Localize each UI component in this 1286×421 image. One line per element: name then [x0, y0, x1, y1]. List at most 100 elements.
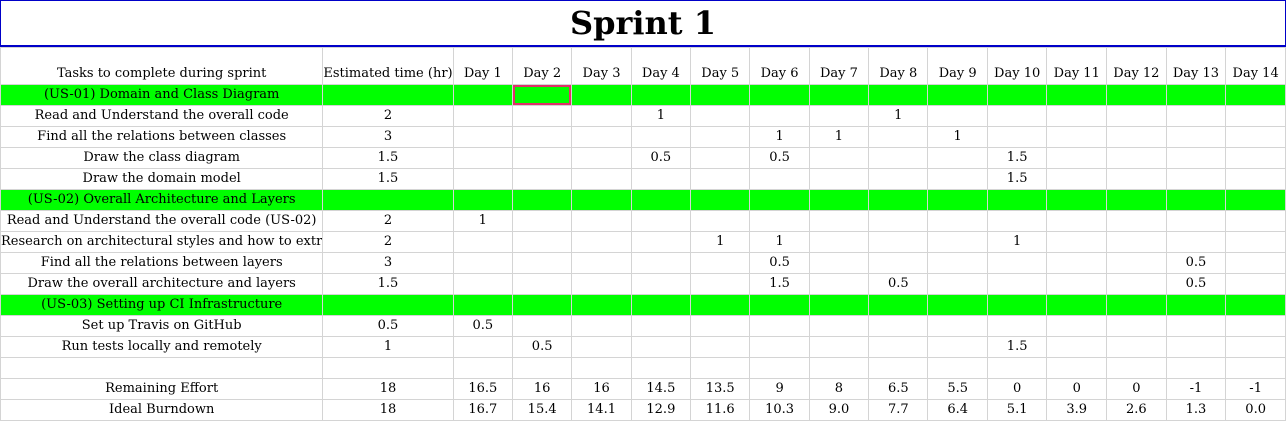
task-name-cell[interactable]: Read and Understand the overall code (US…	[0, 210, 324, 232]
day-7-cell[interactable]: 9.0	[808, 399, 870, 421]
day-1-cell[interactable]	[452, 147, 513, 169]
day-4-cell[interactable]	[630, 210, 692, 232]
day-13-cell[interactable]	[1165, 231, 1227, 253]
day-3-cell[interactable]	[571, 189, 632, 211]
day-13-cell[interactable]: 0.5	[1165, 273, 1227, 295]
task-name-cell[interactable]: Draw the overall architecture and layers	[0, 273, 324, 295]
column-header-day-9[interactable]: Day 9	[927, 47, 988, 85]
day-12-cell[interactable]: 2.6	[1106, 399, 1167, 421]
day-13-cell[interactable]	[1165, 210, 1227, 232]
day-5-cell[interactable]	[690, 147, 751, 169]
column-header-day-12[interactable]: Day 12	[1106, 47, 1167, 85]
day-13-cell[interactable]: 0.5	[1165, 252, 1227, 274]
day-7-cell[interactable]	[808, 105, 870, 127]
day-12-cell[interactable]	[1106, 294, 1167, 316]
day-9-cell[interactable]	[927, 84, 988, 106]
day-12-cell[interactable]	[1106, 273, 1167, 295]
column-header-day-2[interactable]: Day 2	[511, 47, 573, 85]
task-name-cell[interactable]: Draw the class diagram	[0, 147, 324, 169]
day-4-cell[interactable]	[630, 294, 692, 316]
day-13-cell[interactable]	[1165, 126, 1227, 148]
day-10-cell[interactable]	[986, 294, 1048, 316]
day-14-cell[interactable]	[1225, 168, 1286, 190]
estimate-cell[interactable]: 0.5	[322, 315, 454, 337]
day-8-cell[interactable]	[868, 126, 929, 148]
day-3-cell[interactable]	[571, 357, 632, 379]
task-name-cell[interactable]: Find all the relations between classes	[0, 126, 324, 148]
day-2-cell[interactable]	[511, 294, 573, 316]
estimate-cell[interactable]: 3	[322, 252, 454, 274]
day-9-cell[interactable]	[927, 273, 988, 295]
day-6-cell[interactable]: 10.3	[749, 399, 810, 421]
task-name-cell[interactable]: Draw the domain model	[0, 168, 324, 190]
day-6-cell[interactable]: 1	[749, 231, 810, 253]
day-2-cell[interactable]: 16	[511, 378, 573, 400]
day-3-cell[interactable]	[571, 126, 632, 148]
day-13-cell[interactable]	[1165, 357, 1227, 379]
day-13-cell[interactable]	[1165, 147, 1227, 169]
day-10-cell[interactable]	[986, 105, 1048, 127]
column-header-tasks[interactable]: Tasks to complete during sprint	[0, 47, 324, 85]
day-4-cell[interactable]	[630, 315, 692, 337]
task-name-cell[interactable]: Set up Travis on GitHub	[0, 315, 324, 337]
day-11-cell[interactable]	[1046, 357, 1108, 379]
day-5-cell[interactable]	[690, 273, 751, 295]
estimate-cell[interactable]: 18	[322, 378, 454, 400]
day-2-cell[interactable]	[511, 315, 573, 337]
day-14-cell[interactable]	[1225, 147, 1286, 169]
day-9-cell[interactable]	[927, 357, 988, 379]
day-8-cell[interactable]	[868, 189, 929, 211]
day-6-cell[interactable]	[749, 105, 810, 127]
day-10-cell[interactable]: 1	[986, 231, 1048, 253]
day-13-cell[interactable]: 1.3	[1165, 399, 1227, 421]
day-14-cell[interactable]	[1225, 189, 1286, 211]
sprint-backlog-grid[interactable]: Tasks to complete during sprint Estimated…	[0, 47, 1286, 421]
task-name-cell[interactable]: Find all the relations between layers	[0, 252, 324, 274]
day-3-cell[interactable]: 16	[571, 378, 632, 400]
day-13-cell[interactable]	[1165, 84, 1227, 106]
day-11-cell[interactable]	[1046, 126, 1108, 148]
day-6-cell[interactable]: 0.5	[749, 252, 810, 274]
day-8-cell[interactable]: 0.5	[868, 273, 929, 295]
day-1-cell[interactable]: 0.5	[452, 315, 513, 337]
day-5-cell[interactable]	[690, 315, 751, 337]
day-13-cell[interactable]	[1165, 105, 1227, 127]
day-6-cell[interactable]	[749, 336, 810, 358]
day-7-cell[interactable]	[808, 210, 870, 232]
day-4-cell[interactable]	[630, 252, 692, 274]
day-11-cell[interactable]	[1046, 210, 1108, 232]
day-5-cell[interactable]: 13.5	[690, 378, 751, 400]
day-4-cell[interactable]	[630, 357, 692, 379]
user-story-label[interactable]: (US-02) Overall Architecture and Layers	[0, 189, 324, 211]
day-3-cell[interactable]	[571, 252, 632, 274]
day-6-cell[interactable]: 9	[749, 378, 810, 400]
day-12-cell[interactable]	[1106, 336, 1167, 358]
day-8-cell[interactable]: 1	[868, 105, 929, 127]
estimate-cell[interactable]	[322, 84, 454, 106]
day-13-cell[interactable]: -1	[1165, 378, 1227, 400]
day-12-cell[interactable]: 0	[1106, 378, 1167, 400]
day-10-cell[interactable]: 1.5	[986, 336, 1048, 358]
day-12-cell[interactable]	[1106, 210, 1167, 232]
estimate-cell[interactable]	[322, 189, 454, 211]
day-11-cell[interactable]	[1046, 231, 1108, 253]
day-10-cell[interactable]	[986, 273, 1048, 295]
column-header-day-3[interactable]: Day 3	[571, 47, 632, 85]
day-3-cell[interactable]	[571, 168, 632, 190]
day-5-cell[interactable]	[690, 168, 751, 190]
day-1-cell[interactable]	[452, 336, 513, 358]
day-12-cell[interactable]	[1106, 126, 1167, 148]
day-14-cell[interactable]	[1225, 252, 1286, 274]
day-12-cell[interactable]	[1106, 105, 1167, 127]
day-2-cell[interactable]	[511, 105, 573, 127]
day-4-cell[interactable]	[630, 273, 692, 295]
day-3-cell[interactable]	[571, 147, 632, 169]
day-14-cell[interactable]: 0.0	[1225, 399, 1286, 421]
day-2-cell[interactable]	[511, 231, 573, 253]
day-9-cell[interactable]	[927, 336, 988, 358]
day-2-cell[interactable]	[511, 168, 573, 190]
day-4-cell[interactable]	[630, 231, 692, 253]
day-11-cell[interactable]	[1046, 147, 1108, 169]
day-9-cell[interactable]	[927, 315, 988, 337]
day-9-cell[interactable]: 1	[927, 126, 988, 148]
